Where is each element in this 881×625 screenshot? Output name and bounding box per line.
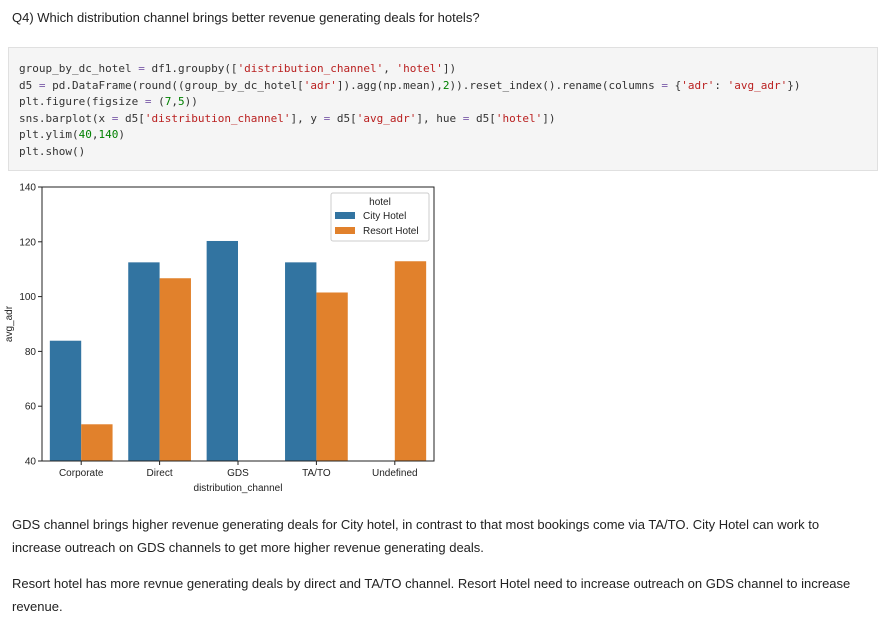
code-token: , [171,95,178,109]
y-tick-label: 40 [25,457,37,468]
bar-chart: 40 60 80 100 120 140 Corporate Direct GDS TA/TO Un… [4,183,435,494]
code-line: d5 = pd.DataFrame(round((group_by_dc_hot… [19,78,867,95]
code-token: d5 [19,78,39,92]
bar-resort-hotel [316,292,348,461]
code-token: ]) [442,62,457,75]
code-token: 'adr' [303,78,337,92]
bar-resort-hotel [394,261,427,461]
code-token: = [138,62,145,75]
x-tick-label: GDS [227,468,249,479]
code-token: = [144,95,152,109]
code-line: plt.figure(figsize = (7,5)) [19,94,867,111]
bar-city-hotel [49,340,82,461]
y-tick-label: 60 [25,402,37,413]
code-token: d5[ [118,111,145,125]
x-tick-label: Corporate [59,468,104,479]
code-line: sns.barplot(x = d5['distribution_channel… [19,111,867,128]
legend-swatch [335,212,355,219]
code-token: ( [151,95,165,109]
analysis-paragraph-2: Resort hotel has more revnue generating … [12,576,851,614]
code-token: df1.groupby([ [144,62,238,75]
code-token: 5 [177,95,185,109]
code-token: 'distribution_channel' [144,111,291,125]
code-token: = [462,111,470,125]
y-tick-label: 120 [19,237,36,248]
y-axis-label: avg_adr [4,305,15,342]
code-token: = [661,78,669,92]
code-token: 7 [164,95,172,109]
code-token: pd.DataFrame(round((group_by_dc_hotel[ [45,78,304,92]
legend-label: Resort Hotel [363,226,419,237]
y-tick-label: 80 [25,347,37,358]
bar-resort-hotel [159,278,191,461]
code-token: 'adr' [681,78,715,92]
code-token: ]) [542,111,556,125]
code-token: 140 [98,128,119,142]
code-token: 2 [442,78,450,92]
code-token: ], hue [416,111,463,125]
code-token: d5[ [330,111,357,125]
code-token: plt.ylim( [19,128,79,142]
bar-city-hotel [128,262,160,461]
x-tick-label: Direct [147,468,173,479]
code-token: plt.figure(figsize [19,95,145,109]
code-token: : [714,78,728,92]
x-tick-label: TA/TO [302,468,331,479]
code-token: 40 [78,128,92,142]
bar-city-hotel [285,262,317,461]
code-line: plt.show() [19,144,867,161]
code-token: 'distribution_channel' [237,62,384,75]
code-token: sns.barplot(x [19,111,112,125]
x-axis-label: distribution_channel [194,483,283,494]
code-token: 'hotel' [495,111,543,125]
bar-city-hotel [206,240,238,461]
code-token: group_by_dc_hotel [19,62,139,75]
code-token: }) [787,78,801,92]
code-token: ], y [290,111,324,125]
code-token: = [38,78,46,92]
code-token: ) [118,128,125,142]
code-token: 'avg_adr' [356,111,417,125]
question-heading: Q4) Which distribution channel brings be… [12,10,480,25]
y-tick-label: 100 [19,292,36,303]
code-token: plt.show() [19,144,86,158]
code-line: group_by_dc_hotel = df1.groupby(['distri… [19,61,867,78]
bar-resort-hotel [81,424,113,461]
code-token: )) [184,95,198,109]
code-token: )).reset_index().rename(columns [449,78,662,92]
code-token: = [323,111,331,125]
code-token: 'avg_adr' [727,78,788,92]
code-token: = [111,111,119,125]
y-tick-label: 140 [19,183,36,194]
code-token: , [91,128,99,142]
code-token: { [668,78,682,92]
legend-swatch [335,227,355,234]
code-token: , [383,62,397,75]
x-tick-label: Undefined [372,468,418,479]
code-cell[interactable]: group_by_dc_hotel = df1.groupby(['distri… [8,47,878,171]
code-line: plt.ylim(40,140) [19,127,867,144]
code-token: ]).agg(np.mean), [336,78,443,92]
code-token: 'hotel' [396,62,443,75]
legend-title: hotel [369,197,391,208]
analysis-paragraph-1: GDS channel brings higher revenue genera… [12,517,820,555]
legend [330,192,430,242]
legend-label: City Hotel [363,211,406,222]
code-token: d5[ [469,111,496,125]
